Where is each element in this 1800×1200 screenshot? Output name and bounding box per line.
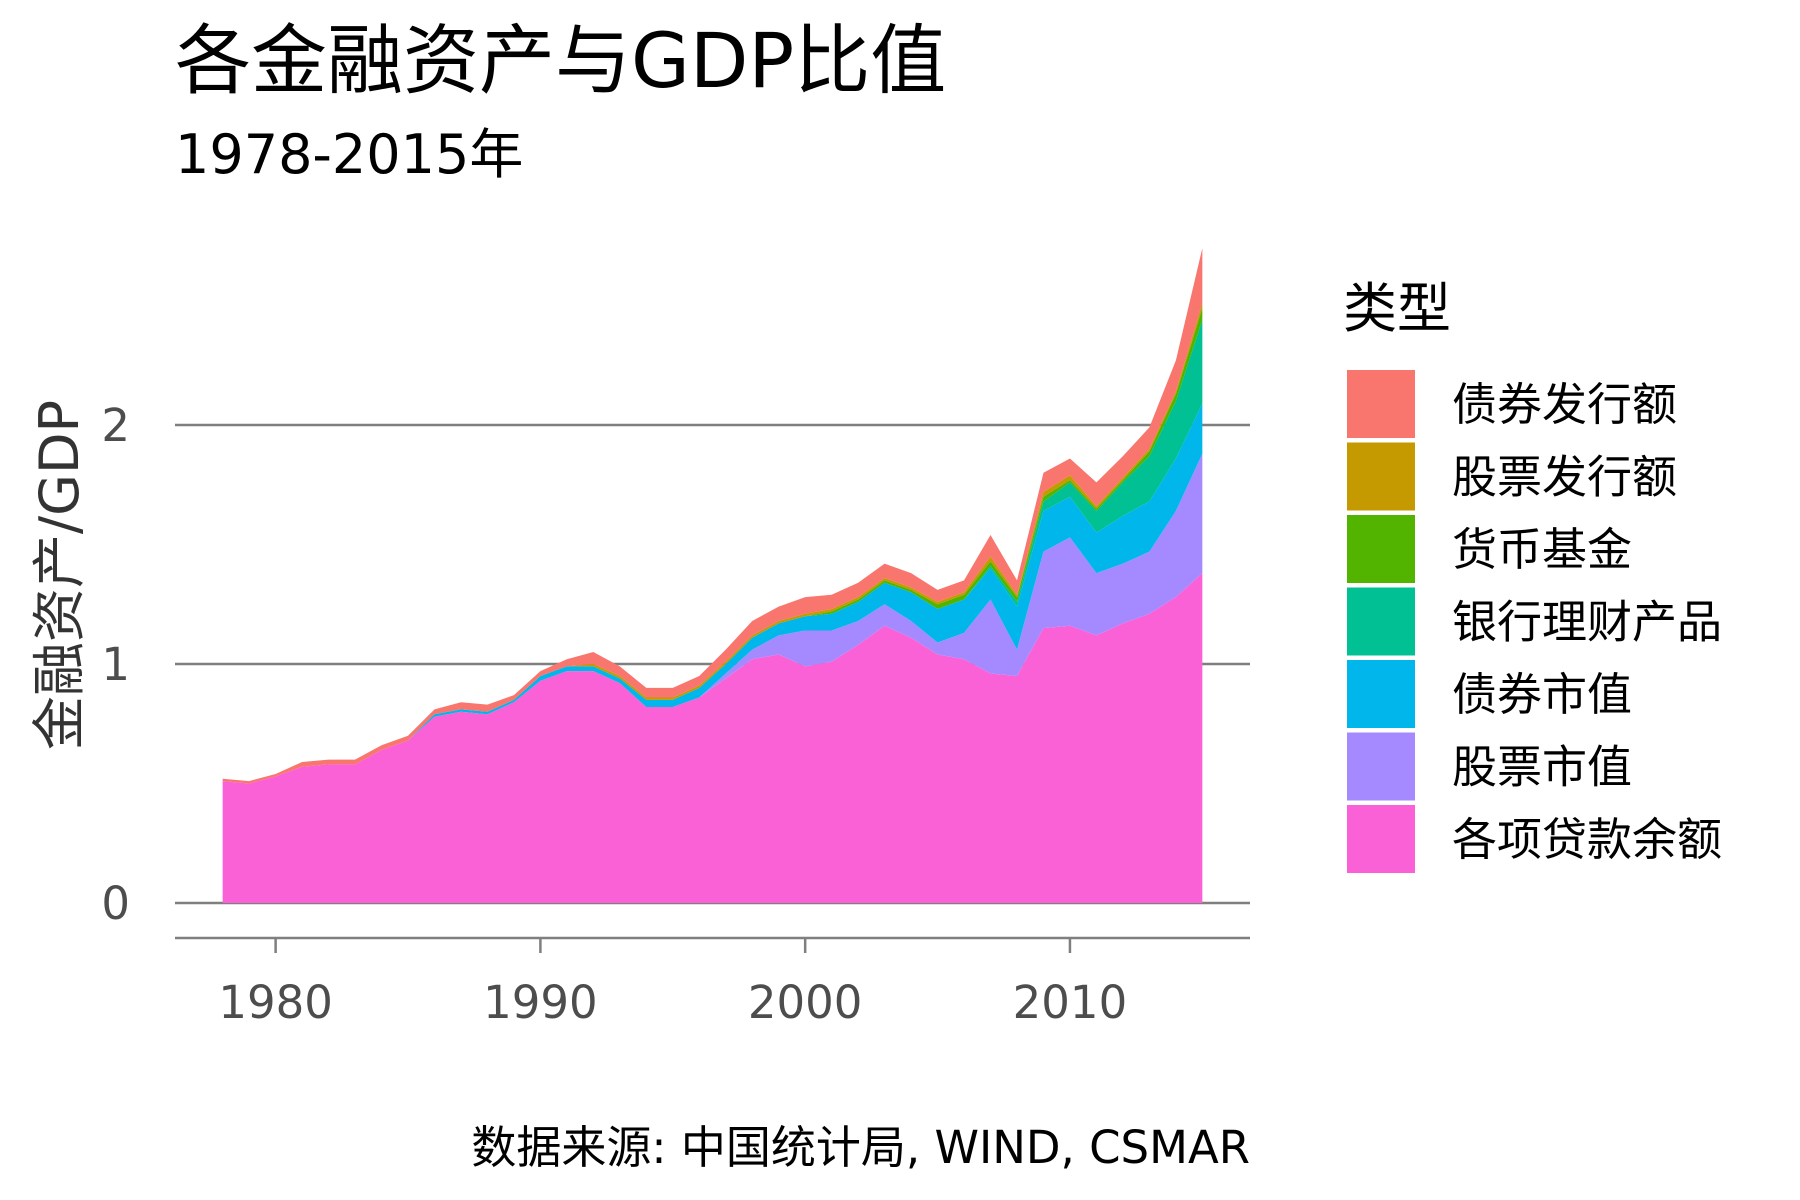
legend-swatch [1347,515,1415,583]
legend-label: 银行理财产品 [1452,596,1722,649]
legend-label: 货币基金 [1452,523,1632,576]
y-tick-label: 1 [101,638,130,691]
area-series-3 [222,403,1203,784]
area-series-1 [222,573,1203,903]
legend-label: 股票市值 [1452,741,1632,794]
y-axis-ticks: 0 1 2 [101,399,130,930]
chart-caption: 数据来源: 中国统计局, WIND, CSMAR [471,1121,1250,1174]
y-tick-label: 2 [101,399,130,452]
legend-swatch [1347,732,1415,801]
stacked-areas [222,248,1203,903]
legend-swatch [1347,660,1415,728]
legend-label: 各项贷款余额 [1452,813,1722,866]
y-tick-label: 0 [101,877,130,930]
chart-title: 各金融资产与GDP比值 [175,16,946,105]
plot-area: 1980 1990 2000 2010 0 1 2 [101,248,1250,1029]
x-tick-label: 1990 [483,976,598,1029]
legend-swatch [1347,370,1415,438]
y-axis-title: 金融资产/GDP [28,400,91,750]
legend-label: 股票发行额 [1452,451,1677,504]
x-tick-label: 2010 [1013,976,1128,1029]
x-axis-ticks: 1980 1990 2000 2010 [218,938,1127,1029]
chart-subtitle: 1978-2015年 [175,123,523,186]
x-tick-label: 1980 [218,976,333,1029]
legend-title: 类型 [1343,277,1451,340]
legend-label: 债券发行额 [1452,378,1677,431]
legend-swatch [1347,805,1415,873]
legend-swatch [1347,587,1415,656]
legend-swatch [1347,442,1415,511]
legend-label: 债券市值 [1452,668,1632,721]
x-tick-label: 2000 [748,976,863,1029]
